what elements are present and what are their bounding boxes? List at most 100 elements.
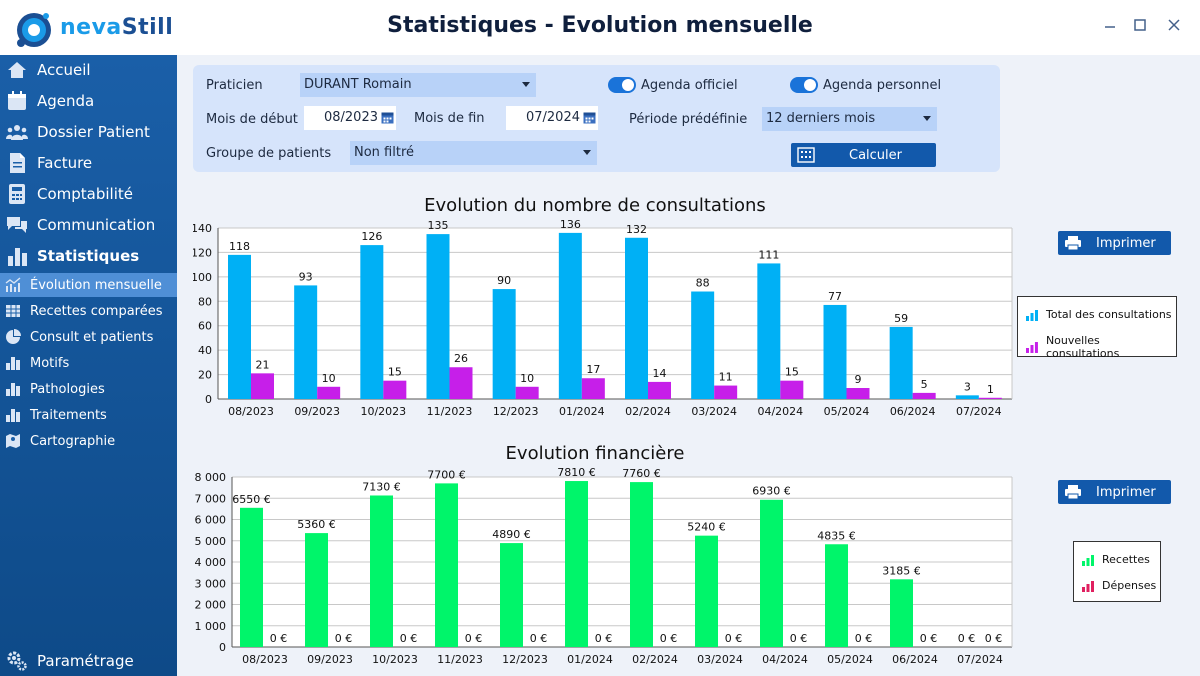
bar xyxy=(630,482,653,647)
mois-fin-field[interactable]: 07/2024 xyxy=(506,106,598,130)
chart-financiere: 0 1 000 2 000 3 000 4 000 5 000 6 000 7 000 8 00… xyxy=(195,466,1013,666)
sidebar-subitem-cartographie[interactable]: Cartographie xyxy=(0,429,177,453)
sidebar-item-label: Dossier Patient xyxy=(37,123,150,141)
logo-text-part1: neva xyxy=(60,15,122,40)
data-label: 7700 € xyxy=(427,468,466,481)
calculer-button[interactable]: Calculer xyxy=(791,143,936,167)
print-financiere-button[interactable]: Imprimer xyxy=(1058,480,1171,504)
legend-item-recettes: Recettes xyxy=(1082,553,1150,566)
sidebar-item-label: Statistiques xyxy=(37,247,140,265)
groupe-label: Groupe de patients xyxy=(206,146,332,161)
data-label: 0 € xyxy=(725,632,743,645)
x-tick-label: 06/2024 xyxy=(892,653,938,666)
data-label: 11 xyxy=(719,371,733,384)
sidebar-item-facture[interactable]: Facture xyxy=(0,148,177,178)
groupe-select[interactable]: Non filtré xyxy=(350,141,597,165)
sidebar-item-comptabilite[interactable]: Comptabilité xyxy=(0,179,177,209)
close-button[interactable] xyxy=(1162,15,1186,39)
page-title: Statistiques - Evolution mensuelle xyxy=(387,13,813,38)
data-label: 15 xyxy=(388,366,402,379)
bar xyxy=(691,291,715,399)
sidebar-subitem-label: Recettes comparées xyxy=(30,303,163,319)
data-label: 93 xyxy=(299,270,313,283)
mois-debut-field[interactable]: 08/2023 xyxy=(304,106,396,130)
praticien-select[interactable]: DURANT Romain xyxy=(300,73,536,97)
minimize-button[interactable] xyxy=(1098,15,1122,39)
bar xyxy=(714,385,738,399)
bar-chart-icon xyxy=(1026,309,1038,321)
data-label: 17 xyxy=(586,363,600,376)
sidebar-item-label: Agenda xyxy=(37,92,95,110)
pie-chart-icon xyxy=(6,329,21,344)
data-label: 3 xyxy=(964,380,971,393)
y-tick-label: 8 000 xyxy=(195,471,227,484)
mois-fin-label: Mois de fin xyxy=(414,111,485,126)
bar xyxy=(823,304,847,399)
calendar-icon[interactable] xyxy=(381,111,394,124)
data-label: 4835 € xyxy=(817,529,856,542)
data-label: 10 xyxy=(520,372,534,385)
agenda-officiel-label: Agenda officiel xyxy=(641,78,738,93)
sidebar-subitem-label: Motifs xyxy=(30,355,70,371)
chart-consultations-title: Evolution du nombre de consultations xyxy=(424,195,766,216)
sidebar-item-dossier-patient[interactable]: Dossier Patient xyxy=(0,117,177,147)
mois-fin-value: 07/2024 xyxy=(525,110,580,125)
data-label: 6550 € xyxy=(232,493,271,506)
bar xyxy=(695,535,718,647)
x-tick-label: 11/2023 xyxy=(427,405,473,418)
printer-icon xyxy=(1065,485,1081,500)
bar xyxy=(228,254,251,399)
logo-icon xyxy=(17,13,51,47)
x-tick-label: 02/2024 xyxy=(625,405,671,418)
x-tick-label: 01/2024 xyxy=(559,405,605,418)
agenda-officiel-toggle[interactable] xyxy=(608,77,636,93)
sidebar-item-accueil[interactable]: Accueil xyxy=(0,55,177,85)
data-label: 0 € xyxy=(400,632,418,645)
data-label: 0 € xyxy=(595,632,613,645)
sidebar-subitem-label: Pathologies xyxy=(30,381,105,397)
sidebar-item-agenda[interactable]: Agenda xyxy=(0,86,177,116)
sidebar-subitem-label: Évolution mensuelle xyxy=(30,277,162,293)
data-label: 0 € xyxy=(855,632,873,645)
legend-item-total: Total des consultations xyxy=(1026,308,1172,321)
y-tick-label: 0 xyxy=(205,393,212,406)
data-label: 88 xyxy=(696,277,710,290)
x-tick-label: 12/2023 xyxy=(493,405,539,418)
bar xyxy=(515,386,539,399)
users-icon xyxy=(6,125,28,140)
data-label: 111 xyxy=(758,248,779,261)
periode-select[interactable]: 12 derniers mois xyxy=(762,107,937,131)
sidebar-item-statistiques[interactable]: Statistiques xyxy=(0,241,177,271)
agenda-personnel-label: Agenda personnel xyxy=(823,78,942,93)
bar xyxy=(846,388,870,399)
legend-label-recettes: Recettes xyxy=(1102,553,1150,566)
print-consultations-button[interactable]: Imprimer xyxy=(1058,231,1171,255)
sidebar-subitem-motifs[interactable]: Motifs xyxy=(0,351,177,375)
sidebar-item-parametrage[interactable]: Paramétrage xyxy=(0,646,177,676)
data-label: 26 xyxy=(454,352,468,365)
sidebar-item-label: Comptabilité xyxy=(37,185,133,203)
sidebar-subitem-traitements[interactable]: Traitements xyxy=(0,403,177,427)
home-icon xyxy=(8,62,26,78)
sidebar-subitem-recettes-comparees[interactable]: Recettes comparées xyxy=(0,299,177,323)
agenda-personnel-toggle[interactable] xyxy=(790,77,818,93)
legend-label-nouvelles: Nouvelles consultations xyxy=(1045,334,1120,360)
bar xyxy=(581,378,605,399)
x-tick-label: 10/2023 xyxy=(372,653,418,666)
logo-text: nevaStill xyxy=(60,15,173,40)
bar xyxy=(240,507,263,647)
bar xyxy=(912,392,936,399)
x-tick-label: 04/2024 xyxy=(762,653,808,666)
sidebar-subitem-evolution-mensuelle[interactable]: Évolution mensuelle xyxy=(0,273,177,297)
sidebar-subitem-pathologies[interactable]: Pathologies xyxy=(0,377,177,401)
y-tick-label: 80 xyxy=(198,295,212,308)
calendar-icon[interactable] xyxy=(583,111,596,124)
sidebar-subitem-consult-patients[interactable]: Consult et patients xyxy=(0,325,177,349)
maximize-button[interactable] xyxy=(1128,15,1152,39)
data-label: 0 € xyxy=(530,632,548,645)
bar-chart-icon xyxy=(1026,342,1038,353)
sidebar-item-communication[interactable]: Communication xyxy=(0,210,177,240)
data-label: 0 € xyxy=(790,632,808,645)
data-label: 0 € xyxy=(465,632,483,645)
minimize-icon xyxy=(1105,26,1115,28)
